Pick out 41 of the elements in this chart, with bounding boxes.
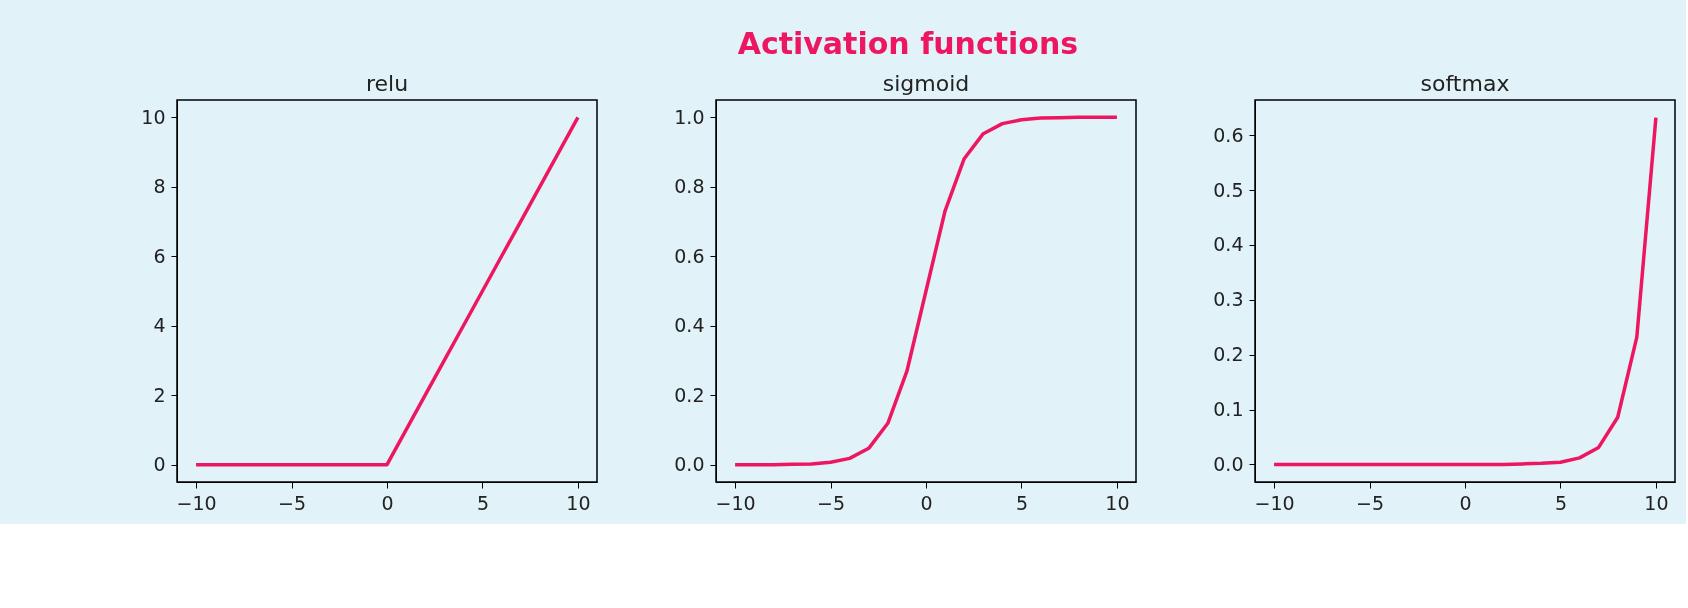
x-tick-label: 10 [1105,491,1130,514]
x-tick-label: −5 [278,491,307,514]
x-tick-label: −10 [1254,491,1295,514]
y-tick-label: 8 [153,175,166,198]
y-tick-label: 0.6 [1213,123,1244,146]
y-tick-label: 2 [153,383,166,406]
chart-title: softmax [1420,71,1510,96]
y-tick-label: 4 [153,314,166,337]
y-tick-label: 0.4 [1213,233,1244,256]
y-tick-label: 0.2 [674,383,705,406]
y-tick-label: 10 [141,105,166,128]
x-tick-label: 10 [1644,491,1669,514]
y-tick-label: 0.3 [1213,288,1244,311]
x-tick-label: 0 [1459,491,1472,514]
x-tick-label: −5 [817,491,846,514]
x-tick-label: −10 [176,491,217,514]
y-tick-label: 0.0 [674,453,705,476]
y-tick-label: 0.4 [674,314,705,337]
text: Activation functions [737,26,1079,62]
x-tick-label: −10 [715,491,756,514]
line-series [194,115,580,467]
y-tick-label: 0.1 [1213,398,1244,421]
chart-title: sigmoid [882,71,970,96]
y-tick-label: 1.0 [674,105,705,128]
x-tick-label: 10 [566,491,591,514]
y-tick-label: 0.2 [1213,343,1244,366]
line-series [733,115,1119,467]
x-tick-label: 5 [476,491,489,514]
y-tick-label: 6 [153,244,166,267]
x-tick-label: 5 [1015,491,1028,514]
x-tick-label: 0 [920,491,933,514]
y-tick-label: 0 [153,453,166,476]
x-tick-label: 5 [1554,491,1567,514]
line-series [1272,115,1658,467]
x-tick-label: 0 [381,491,394,514]
y-tick-label: 0.5 [1213,178,1244,201]
y-tick-label: 0.6 [674,244,705,267]
y-tick-label: 0.0 [1213,452,1244,475]
chart-title: relu [365,71,409,96]
y-tick-label: 0.8 [674,175,705,198]
x-tick-label: −5 [1356,491,1385,514]
